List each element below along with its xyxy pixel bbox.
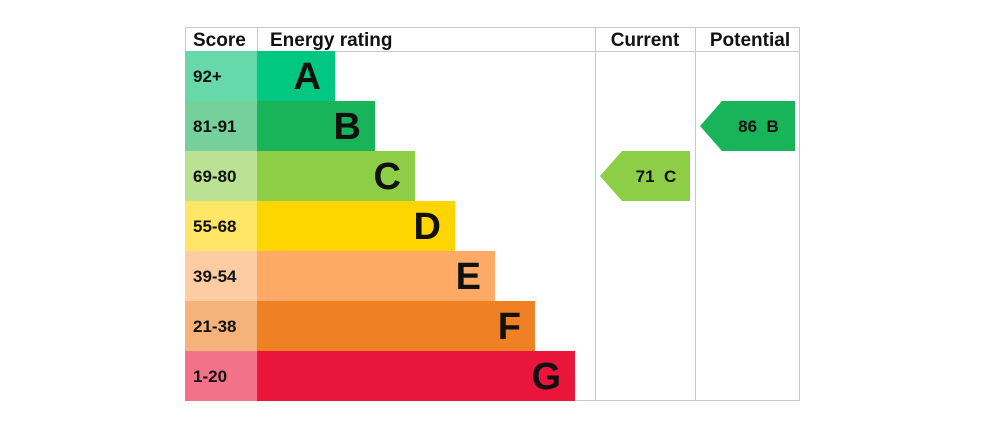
rating-bar <box>257 351 575 401</box>
band-row-f: 21-38 F <box>185 301 535 351</box>
header-potential: Potential <box>710 30 790 51</box>
band-row-a: 92+ A <box>185 51 335 101</box>
rating-letter: E <box>456 256 481 298</box>
rating-letter: C <box>374 156 401 198</box>
band-row-d: 55-68 D <box>185 201 455 251</box>
score-cell <box>185 251 257 301</box>
score-cell <box>185 101 257 151</box>
current-rating-arrow <box>600 151 690 201</box>
rating-letter: A <box>294 56 321 98</box>
score-cell <box>185 51 257 101</box>
rating-bands: 92+ A 81-91 B 69-80 C 55-68 D 39-54 E 21-38 F 1-20 G <box>185 51 575 401</box>
score-cell <box>185 351 257 401</box>
header-energy-rating: Energy rating <box>270 30 392 51</box>
score-label: 69-80 <box>193 167 236 186</box>
score-label: 92+ <box>193 67 222 86</box>
score-label: 55-68 <box>193 217 236 236</box>
band-row-g: 1-20 G <box>185 351 575 401</box>
band-row-e: 39-54 E <box>185 251 495 301</box>
band-row-c: 69-80 C <box>185 151 415 201</box>
potential-rating-label: 86 B <box>738 117 779 136</box>
rating-letter: B <box>334 106 361 148</box>
potential-rating-arrow <box>700 101 795 151</box>
header-current: Current <box>611 30 680 51</box>
rating-letter: G <box>531 356 561 398</box>
score-label: 81-91 <box>193 117 236 136</box>
rating-bar <box>257 201 455 251</box>
potential-rating: 86 B <box>700 101 795 151</box>
score-cell <box>185 301 257 351</box>
current-rating-label: 71 C <box>636 167 677 186</box>
rating-bar <box>257 51 335 101</box>
rating-letter: D <box>414 206 441 248</box>
header-score: Score <box>193 30 246 51</box>
score-cell <box>185 151 257 201</box>
current-rating: 71 C <box>600 151 690 201</box>
score-label: 21-38 <box>193 317 236 336</box>
rating-bar <box>257 101 375 151</box>
table-headers: Score Energy rating Current Potential <box>193 30 790 51</box>
score-label: 1-20 <box>193 367 227 386</box>
band-row-b: 81-91 B <box>185 101 375 151</box>
rating-bar <box>257 301 535 351</box>
rating-letter: F <box>498 306 521 348</box>
rating-bar <box>257 251 495 301</box>
rating-indicators: 71 C 86 B <box>600 101 795 201</box>
rating-bar <box>257 151 415 201</box>
score-cell <box>185 201 257 251</box>
score-label: 39-54 <box>193 267 237 286</box>
